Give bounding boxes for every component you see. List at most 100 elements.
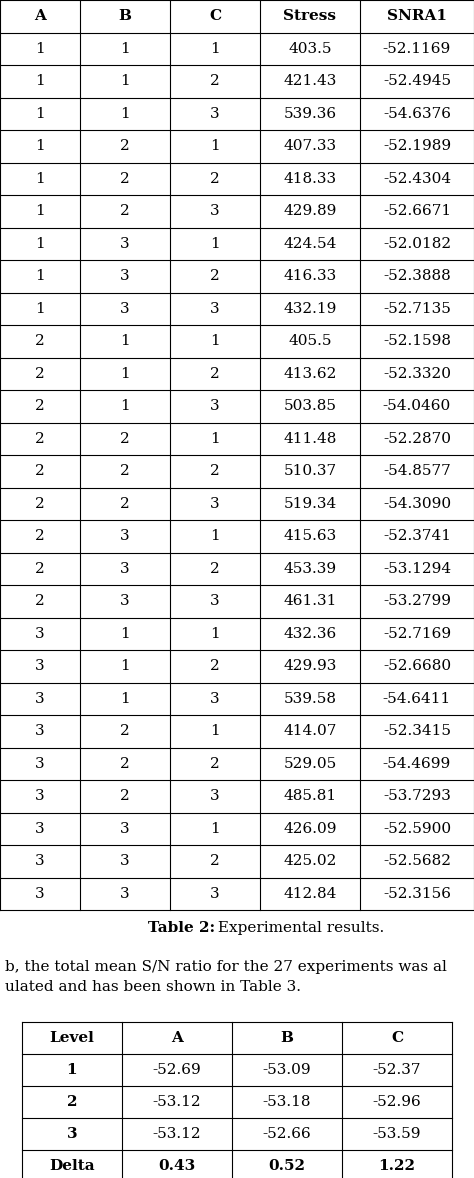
Text: 0.52: 0.52 [268,1159,306,1173]
Text: 503.85: 503.85 [283,399,337,413]
Text: 2: 2 [35,497,45,511]
Text: 3: 3 [120,302,130,316]
Text: 1: 1 [35,270,45,283]
Text: 2: 2 [35,399,45,413]
Text: -52.4945: -52.4945 [383,74,451,88]
Text: -54.6411: -54.6411 [383,691,451,706]
Text: 2: 2 [120,789,130,803]
Text: 2: 2 [120,204,130,218]
Text: 529.05: 529.05 [283,756,337,770]
Text: B: B [118,9,131,24]
Text: 2: 2 [210,660,220,674]
Text: -52.1598: -52.1598 [383,335,451,349]
Text: -52.2870: -52.2870 [383,432,451,445]
Text: -54.8577: -54.8577 [383,464,451,478]
Text: 3: 3 [35,789,45,803]
Text: -54.4699: -54.4699 [383,756,451,770]
Text: 1: 1 [120,335,130,349]
Text: 425.02: 425.02 [283,854,337,868]
Text: 1: 1 [210,627,220,641]
Text: 3: 3 [120,594,130,608]
Text: 1: 1 [120,660,130,674]
Text: 2: 2 [35,529,45,543]
Text: 3: 3 [35,660,45,674]
Text: 3: 3 [210,691,220,706]
Text: 412.84: 412.84 [283,887,337,901]
Text: -53.09: -53.09 [263,1063,311,1077]
Text: 1.22: 1.22 [379,1159,416,1173]
Text: -54.6376: -54.6376 [383,107,451,121]
Text: -52.3156: -52.3156 [383,887,451,901]
Text: 413.62: 413.62 [283,366,337,380]
Text: -53.12: -53.12 [153,1096,201,1108]
Text: 403.5: 403.5 [288,41,332,55]
Text: 2: 2 [35,594,45,608]
Text: 405.5: 405.5 [288,335,332,349]
Text: 411.48: 411.48 [283,432,337,445]
Text: 3: 3 [210,399,220,413]
Text: C: C [209,9,221,24]
Text: 3: 3 [210,887,220,901]
Text: 1: 1 [35,107,45,121]
Text: -52.3741: -52.3741 [383,529,451,543]
Text: 3: 3 [120,854,130,868]
Text: 3: 3 [120,529,130,543]
Text: -54.3090: -54.3090 [383,497,451,511]
Text: 1: 1 [210,822,220,835]
Text: 1: 1 [210,139,220,153]
Text: -52.3415: -52.3415 [383,724,451,739]
Text: -54.0460: -54.0460 [383,399,451,413]
Text: 1: 1 [210,432,220,445]
Text: -53.2799: -53.2799 [383,594,451,608]
Text: 418.33: 418.33 [283,172,337,186]
Text: 3: 3 [35,756,45,770]
Text: 1: 1 [35,172,45,186]
Text: 2: 2 [120,756,130,770]
Text: 1: 1 [35,204,45,218]
Text: 3: 3 [120,887,130,901]
Text: C: C [391,1031,403,1045]
Text: 2: 2 [35,432,45,445]
Text: 1: 1 [120,627,130,641]
Text: 3: 3 [35,627,45,641]
Text: 407.33: 407.33 [283,139,337,153]
Text: 426.09: 426.09 [283,822,337,835]
Text: 2: 2 [120,139,130,153]
Text: 3: 3 [120,270,130,283]
Text: 3: 3 [67,1127,77,1141]
Text: 1: 1 [67,1063,77,1077]
Text: -52.5682: -52.5682 [383,854,451,868]
Text: -52.3320: -52.3320 [383,366,451,380]
Text: 415.63: 415.63 [283,529,337,543]
Text: 432.19: 432.19 [283,302,337,316]
Text: -53.12: -53.12 [153,1127,201,1141]
Text: 3: 3 [35,854,45,868]
Text: -52.6671: -52.6671 [383,204,451,218]
Text: Experimental results.: Experimental results. [213,921,384,935]
Text: 2: 2 [120,497,130,511]
Text: 2: 2 [35,366,45,380]
Text: 421.43: 421.43 [283,74,337,88]
Text: 3: 3 [210,789,220,803]
Text: 3: 3 [210,204,220,218]
Text: -52.37: -52.37 [373,1063,421,1077]
Text: -52.1169: -52.1169 [383,41,451,55]
Text: 2: 2 [120,172,130,186]
Text: 2: 2 [210,464,220,478]
Text: -52.96: -52.96 [373,1096,421,1108]
Text: Table 2:: Table 2: [148,921,215,935]
Text: -52.66: -52.66 [263,1127,311,1141]
Text: 2: 2 [210,366,220,380]
Text: B: B [281,1031,293,1045]
Text: 1: 1 [210,529,220,543]
Text: 539.58: 539.58 [283,691,337,706]
Text: -53.1294: -53.1294 [383,562,451,576]
Text: -52.7135: -52.7135 [383,302,451,316]
Text: 2: 2 [35,335,45,349]
Text: 1: 1 [35,74,45,88]
Text: -52.5900: -52.5900 [383,822,451,835]
Text: 416.33: 416.33 [283,270,337,283]
Text: b, the total mean S/N ratio for the 27 experiments was al: b, the total mean S/N ratio for the 27 e… [5,960,447,974]
Text: Level: Level [50,1031,94,1045]
Text: 1: 1 [210,237,220,251]
